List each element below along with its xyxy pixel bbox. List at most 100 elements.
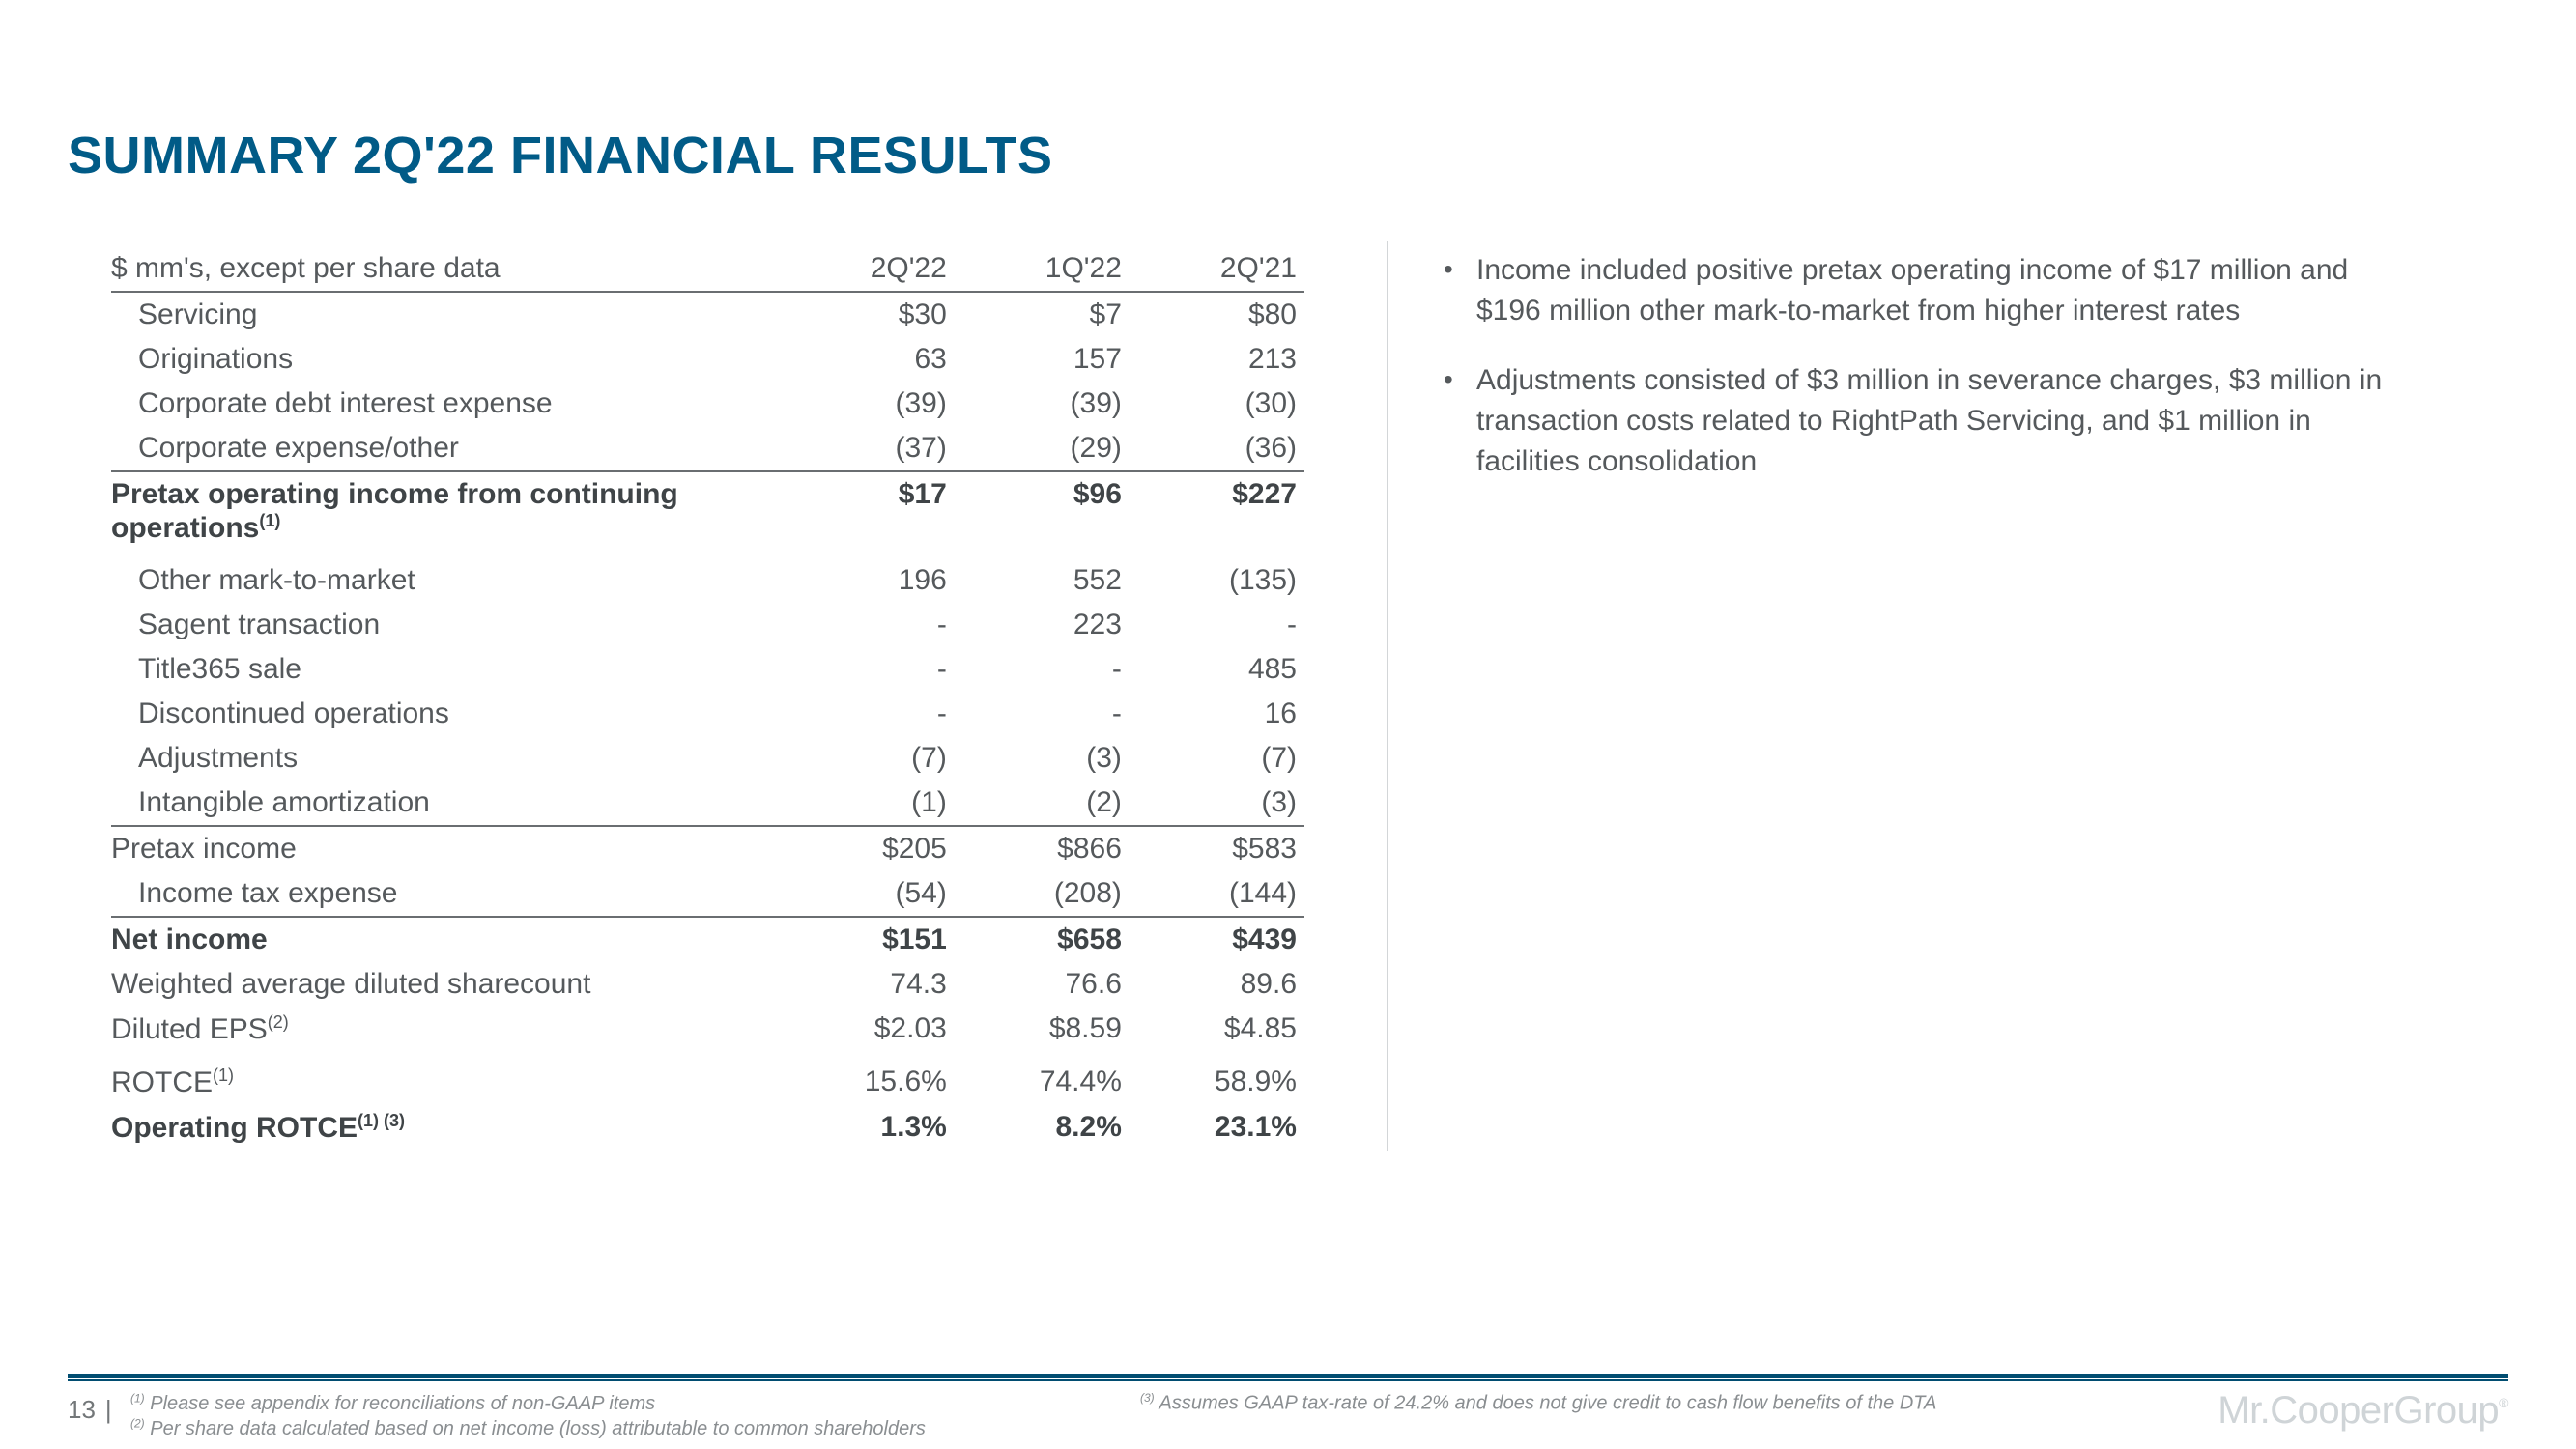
row-label: Operating ROTCE(1) (3) [111, 1105, 780, 1151]
cell-value: 89.6 [1130, 962, 1304, 1007]
table-row: Other mark-to-market196552(135) [111, 551, 1304, 603]
cell-value: $80 [1130, 292, 1304, 337]
cell-value: 223 [955, 603, 1130, 647]
cell-value: 15.6% [780, 1052, 955, 1105]
row-label: ROTCE(1) [111, 1052, 780, 1105]
cell-value: (7) [780, 736, 955, 781]
footnote-text: Please see appendix for reconciliations … [150, 1393, 655, 1414]
cell-value: $151 [780, 917, 955, 962]
financial-table: $ mm's, except per share data 2Q'22 1Q'2… [111, 246, 1304, 1151]
cell-value: $583 [1130, 826, 1304, 871]
row-label: Net income [111, 917, 780, 962]
table-row: Operating ROTCE(1) (3)1.3%8.2%23.1% [111, 1105, 1304, 1151]
table-row: Corporate expense/other(37)(29)(36) [111, 426, 1304, 471]
cell-value: - [1130, 603, 1304, 647]
table-row: Discontinued operations--16 [111, 692, 1304, 736]
row-label: Title365 sale [111, 647, 780, 692]
page-title: SUMMARY 2Q'22 FINANCIAL RESULTS [68, 126, 1052, 185]
row-label: Corporate debt interest expense [111, 382, 780, 426]
row-label: Pretax operating income from continuing … [111, 471, 780, 551]
cell-value: - [780, 692, 955, 736]
cell-value: $30 [780, 292, 955, 337]
row-label: Discontinued operations [111, 692, 780, 736]
cell-value: (208) [955, 871, 1130, 917]
cell-value: 1.3% [780, 1105, 955, 1151]
table-row: ROTCE(1)15.6%74.4%58.9% [111, 1052, 1304, 1105]
row-label: Servicing [111, 292, 780, 337]
cell-value: 16 [1130, 692, 1304, 736]
cell-value: (3) [1130, 781, 1304, 826]
table-row: Net income$151$658$439 [111, 917, 1304, 962]
cell-value: - [955, 692, 1130, 736]
cell-value: 196 [780, 551, 955, 603]
table-header-row: $ mm's, except per share data 2Q'22 1Q'2… [111, 246, 1304, 292]
footer-rule [68, 1374, 2508, 1378]
table-row: Income tax expense(54)(208)(144) [111, 871, 1304, 917]
row-label: Adjustments [111, 736, 780, 781]
table-row: Intangible amortization(1)(2)(3) [111, 781, 1304, 826]
cell-value: (30) [1130, 382, 1304, 426]
cell-value: (1) [780, 781, 955, 826]
row-label: Sagent transaction [111, 603, 780, 647]
cell-value: (7) [1130, 736, 1304, 781]
cell-value: (37) [780, 426, 955, 471]
cell-value: $17 [780, 471, 955, 551]
cell-value: $439 [1130, 917, 1304, 962]
col-header: 1Q'22 [955, 246, 1130, 292]
row-label: Intangible amortization [111, 781, 780, 826]
table-row: Sagent transaction-223- [111, 603, 1304, 647]
cell-value: - [955, 647, 1130, 692]
cell-value: 8.2% [955, 1105, 1130, 1151]
page-number-value: 13 [68, 1395, 96, 1424]
bullet-item: Income included positive pretax operatin… [1442, 250, 2408, 331]
vertical-divider [1387, 242, 1388, 1151]
cell-value: 485 [1130, 647, 1304, 692]
cell-value: $866 [955, 826, 1130, 871]
cell-value: 157 [955, 337, 1130, 382]
table-row: Pretax operating income from continuing … [111, 471, 1304, 551]
footnote-text: Assumes GAAP tax-rate of 24.2% and does … [1159, 1393, 1937, 1414]
row-label: Weighted average diluted sharecount [111, 962, 780, 1007]
cell-value: $7 [955, 292, 1130, 337]
table-row: Servicing$30$7$80 [111, 292, 1304, 337]
cell-value: (3) [955, 736, 1130, 781]
row-label: Originations [111, 337, 780, 382]
table-row: Diluted EPS(2)$2.03$8.59$4.85 [111, 1007, 1304, 1052]
cell-value: (144) [1130, 871, 1304, 917]
company-logo: Mr.CooperGroup® [2218, 1389, 2508, 1433]
cell-value: 23.1% [1130, 1105, 1304, 1151]
cell-value: (2) [955, 781, 1130, 826]
col-header: 2Q'22 [780, 246, 955, 292]
cell-value: $96 [955, 471, 1130, 551]
table-row: Adjustments(7)(3)(7) [111, 736, 1304, 781]
footnotes-left: (1) Please see appendix for reconciliati… [130, 1391, 926, 1441]
financial-table-wrap: $ mm's, except per share data 2Q'22 1Q'2… [111, 246, 1304, 1151]
cell-value: $658 [955, 917, 1130, 962]
cell-value: $227 [1130, 471, 1304, 551]
cell-value: (39) [955, 382, 1130, 426]
cell-value: (54) [780, 871, 955, 917]
cell-value: $205 [780, 826, 955, 871]
cell-value: (36) [1130, 426, 1304, 471]
cell-value: 74.4% [955, 1052, 1130, 1105]
footer: 13| (1) Please see appendix for reconcil… [0, 1374, 2576, 1449]
cell-value: 63 [780, 337, 955, 382]
cell-value: 213 [1130, 337, 1304, 382]
row-label: Income tax expense [111, 871, 780, 917]
table-row: Originations63157213 [111, 337, 1304, 382]
footnote-text: Per share data calculated based on net i… [150, 1418, 926, 1439]
logo-mr: Mr. [2218, 1389, 2270, 1432]
footer-rule-inner [68, 1379, 2508, 1381]
cell-value: 552 [955, 551, 1130, 603]
cell-value: 74.3 [780, 962, 955, 1007]
row-label: Pretax income [111, 826, 780, 871]
table-row: Corporate debt interest expense(39)(39)(… [111, 382, 1304, 426]
content-area: $ mm's, except per share data 2Q'22 1Q'2… [111, 246, 2478, 1151]
table-row: Title365 sale--485 [111, 647, 1304, 692]
cell-value: (29) [955, 426, 1130, 471]
cell-value: - [780, 603, 955, 647]
cell-value: $8.59 [955, 1007, 1130, 1052]
cell-value: 76.6 [955, 962, 1130, 1007]
bullet-list: Income included positive pretax operatin… [1442, 246, 2408, 1151]
cell-value: - [780, 647, 955, 692]
